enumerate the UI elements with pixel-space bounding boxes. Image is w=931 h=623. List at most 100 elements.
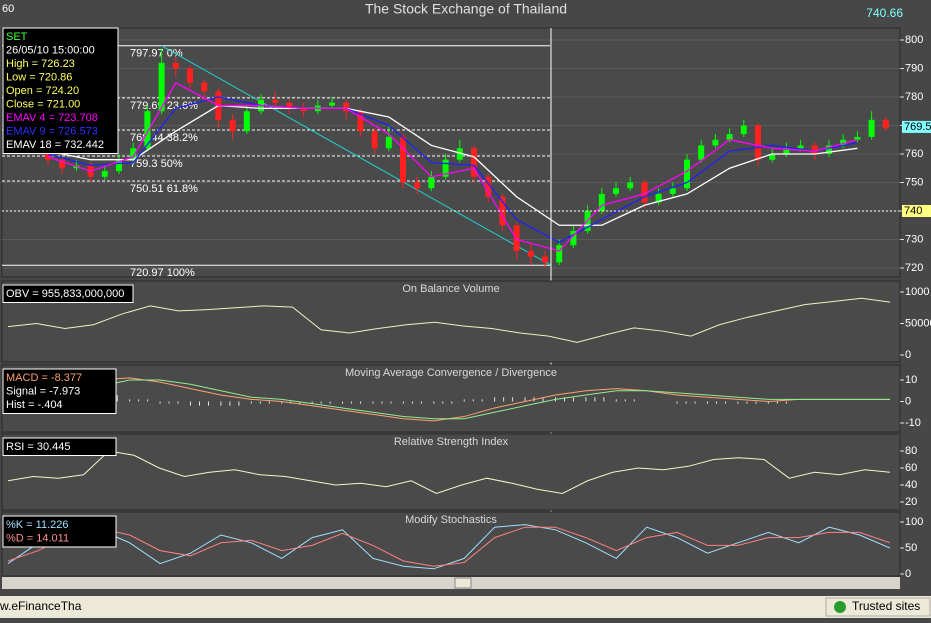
indicator-line xyxy=(7,450,891,495)
y-tick-label: 0 xyxy=(905,568,911,580)
status-bar xyxy=(0,596,931,618)
candle-body xyxy=(542,256,548,263)
legend-box xyxy=(2,284,134,303)
y-tick-label: 1000 xyxy=(905,286,929,298)
legend-entry: EMAV 18 = 732.442 xyxy=(6,139,104,151)
panel xyxy=(1,433,901,511)
candle-body xyxy=(272,99,279,103)
panel xyxy=(1,280,901,363)
y-tick-label: 10 xyxy=(905,374,917,386)
candle-body xyxy=(300,108,307,112)
candle-body xyxy=(811,145,818,154)
y-tick-label: 780 xyxy=(905,91,923,103)
y-tick-label: 730 xyxy=(905,233,923,245)
candle-body xyxy=(740,125,747,135)
legend-entry: Hist = -.404 xyxy=(6,399,63,411)
candle-body xyxy=(59,159,66,169)
candle-body xyxy=(882,119,889,129)
legend-entry: %K = 11.226 xyxy=(6,519,68,531)
status-zone: Trusted sites xyxy=(852,599,920,613)
y-tick-label: 760 xyxy=(905,148,923,160)
candle-body xyxy=(527,250,534,257)
candle-body xyxy=(187,68,193,83)
y-tick-label: -10 xyxy=(905,417,921,429)
status-address: w.eFinanceTha xyxy=(0,599,82,613)
legend-entry: MACD = -8.377 xyxy=(6,372,82,384)
candle-body xyxy=(158,62,165,112)
legend-entry: Signal = -7.973 xyxy=(6,385,80,397)
panel xyxy=(1,27,901,278)
scrollbar[interactable] xyxy=(2,577,900,589)
candle-body xyxy=(854,136,861,140)
legend-entry: SET xyxy=(6,31,28,43)
trendline xyxy=(161,45,552,266)
candle-body xyxy=(144,111,151,149)
candle-body xyxy=(172,62,179,69)
candle-body xyxy=(385,136,392,149)
indicator-line xyxy=(7,526,891,567)
y-tick-label: 60 xyxy=(905,462,917,474)
legend-entry: 26/05/10 15:00:00 xyxy=(6,44,95,56)
candle-body xyxy=(357,111,364,132)
candle-body xyxy=(783,148,790,154)
candle-body xyxy=(684,159,690,189)
panel-title: Relative Strength Index xyxy=(394,436,509,448)
interval: 60 xyxy=(2,3,14,15)
panel-title: Modify Stochastics xyxy=(405,514,497,526)
fib-label: 720.97 100% xyxy=(130,267,195,279)
legend-box xyxy=(2,515,117,548)
candle-body xyxy=(641,182,648,203)
legend-entry: %D = 14.011 xyxy=(6,532,69,544)
candle-body xyxy=(428,176,435,189)
candle-body xyxy=(556,245,563,263)
legend-entry: EMAV 4 = 723.708 xyxy=(6,112,98,124)
candle-body xyxy=(243,111,250,132)
y-tick-label: 800 xyxy=(905,34,923,46)
scrollbar-track[interactable] xyxy=(2,577,900,589)
candle-body xyxy=(769,154,776,160)
y-tick-label: 80 xyxy=(905,445,917,457)
fib-label: 759.3 50% xyxy=(130,158,183,170)
legend-box xyxy=(2,437,117,456)
candle-body xyxy=(627,182,634,189)
candle-body xyxy=(698,145,705,160)
indicator-line xyxy=(7,524,891,570)
y-tick-label: 100 xyxy=(905,516,923,528)
candle-body xyxy=(414,182,421,189)
candle-body xyxy=(229,119,236,132)
candle-body xyxy=(116,159,122,172)
scrollbar-thumb[interactable] xyxy=(454,577,472,589)
legend-entry: Close = 721.00 xyxy=(6,98,80,110)
candle-body xyxy=(329,102,335,106)
candle-body xyxy=(400,136,406,183)
candle-body xyxy=(726,134,733,140)
candle-body xyxy=(826,145,832,154)
last-price-label: 769.5 xyxy=(904,121,931,133)
y-tick-label: 790 xyxy=(905,62,923,74)
quote: 740.66 xyxy=(866,6,903,20)
legend-entry: Low = 720.86 xyxy=(6,71,72,83)
candle-body xyxy=(712,139,719,146)
candle-body xyxy=(130,148,137,160)
candle-body xyxy=(570,230,577,246)
y-tick-label: 50000 xyxy=(905,317,931,329)
candle-body xyxy=(868,119,875,137)
window-title: The Stock Exchange of Thailand xyxy=(365,1,567,17)
candle-body xyxy=(456,148,463,160)
candle-body xyxy=(598,193,605,211)
candle-body xyxy=(286,102,293,109)
candle-body xyxy=(471,148,477,177)
candle-body xyxy=(485,176,492,197)
ema-line xyxy=(47,96,858,244)
candle-body xyxy=(442,159,449,177)
legend-entry: High = 726.23 xyxy=(6,58,75,70)
candle-body xyxy=(669,188,676,194)
candle-body xyxy=(797,145,804,149)
ema-line xyxy=(47,81,858,252)
ema-line xyxy=(47,104,858,226)
y-tick-label: 20 xyxy=(905,496,917,508)
candle-body xyxy=(613,188,619,194)
panel-title: Moving Average Convergence / Divergence xyxy=(345,367,557,379)
candle-body xyxy=(101,171,108,177)
